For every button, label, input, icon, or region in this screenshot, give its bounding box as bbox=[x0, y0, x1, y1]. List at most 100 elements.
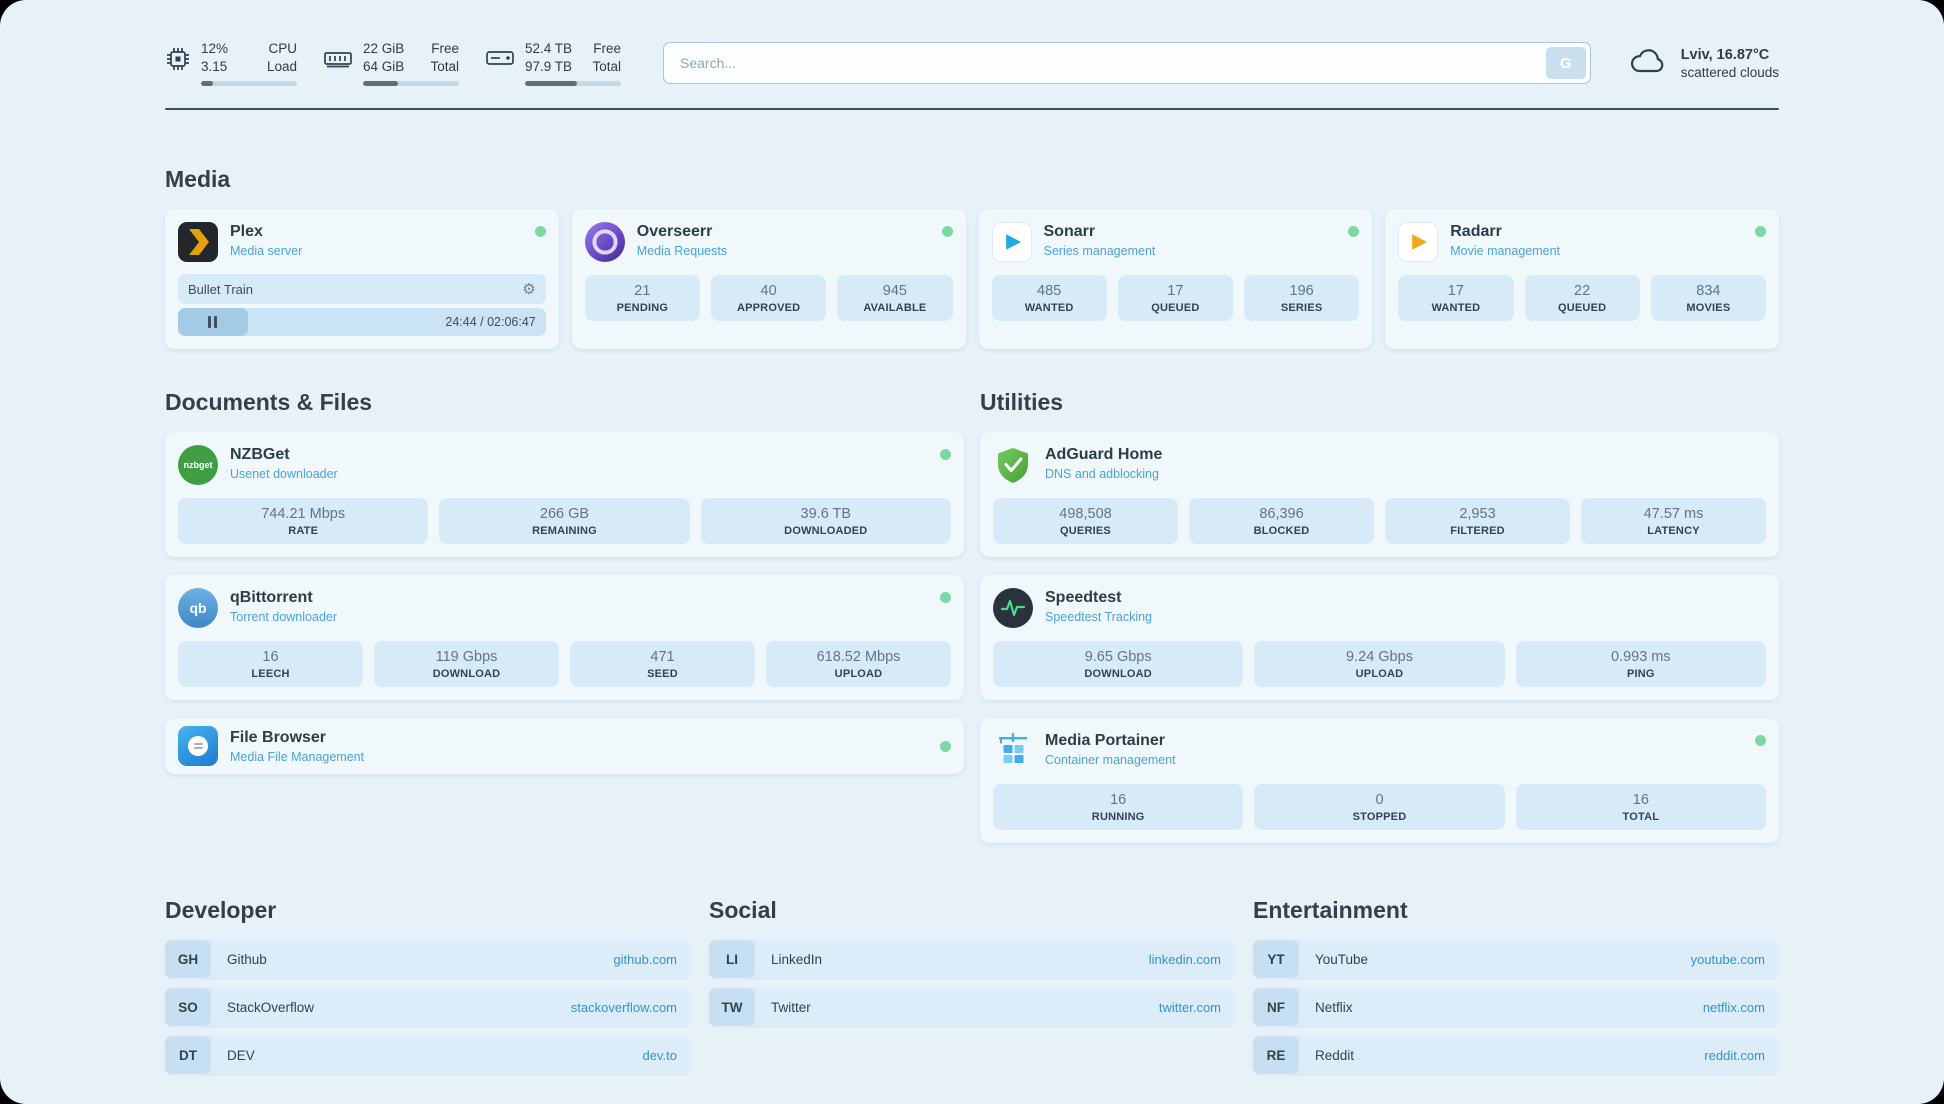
stat-value: 744.21 Mbps bbox=[261, 506, 346, 523]
status-dot bbox=[1755, 226, 1766, 238]
disk-progress-bar bbox=[525, 81, 621, 87]
service-subtitle: Usenet downloader bbox=[230, 467, 338, 482]
link-row-stackoverflow[interactable]: SO StackOverflow stackoverflow.com bbox=[165, 988, 691, 1027]
top-bar: 12% CPU 3.15 Load 22 GiB Free 64 GiB Total bbox=[165, 40, 1779, 87]
pause-icon[interactable] bbox=[208, 316, 218, 329]
link-row-linkedin[interactable]: LI LinkedIn linkedin.com bbox=[709, 940, 1235, 979]
qbittorrent-card[interactable]: qb qBittorrent Torrent downloader 16 LEEC… bbox=[165, 575, 964, 701]
stat-value: 2,953 bbox=[1459, 506, 1496, 523]
service-title: NZBGet bbox=[230, 446, 290, 464]
playback-progress-bar[interactable]: 24:44 / 02:06:47 bbox=[178, 308, 546, 337]
service-subtitle: Media Requests bbox=[636, 244, 728, 259]
link-abbr: YT bbox=[1253, 940, 1299, 979]
google-search-button[interactable]: G bbox=[1545, 47, 1586, 80]
link-url[interactable]: reddit.com bbox=[1704, 1047, 1765, 1063]
stat-value: 485 bbox=[1037, 283, 1062, 300]
stat-box: 16 LEECH bbox=[178, 641, 363, 688]
disk-icon bbox=[485, 46, 515, 77]
media-section: Media Plex Media server bbox=[165, 166, 1779, 350]
status-dot bbox=[940, 449, 951, 461]
radarr-card[interactable]: Radarr Movie management 17 WANTED 22 QUEUE… bbox=[1385, 209, 1779, 350]
link-url[interactable]: github.com bbox=[613, 951, 677, 967]
link-url[interactable]: stackoverflow.com bbox=[570, 999, 677, 1015]
sonarr-card[interactable]: Sonarr Series management 485 WANTED 17 QUE… bbox=[978, 209, 1373, 350]
service-title: Plex bbox=[230, 223, 263, 241]
nzbget-card[interactable]: nzbget NZBGet Usenet downloader 744.21 M… bbox=[165, 432, 964, 558]
stat-value: 471 bbox=[650, 649, 675, 666]
service-subtitle: Container management bbox=[1045, 753, 1176, 768]
stat-label: MOVIES bbox=[1686, 302, 1731, 315]
link-row-twitter[interactable]: TW Twitter twitter.com bbox=[709, 988, 1235, 1027]
radarr-icon bbox=[1398, 222, 1439, 263]
stat-label: STOPPED bbox=[1352, 811, 1407, 824]
stat-box: 40 APPROVED bbox=[711, 275, 827, 322]
adguard-card[interactable]: AdGuard Home DNS and adblocking 498,508 Q… bbox=[980, 432, 1779, 558]
stat-box: 196 SERIES bbox=[1244, 275, 1360, 322]
stat-label: PENDING bbox=[616, 302, 669, 315]
filebrowser-card[interactable]: File Browser Media File Management bbox=[165, 718, 964, 775]
stat-box: 945 AVAILABLE bbox=[837, 275, 953, 322]
link-url[interactable]: twitter.com bbox=[1158, 999, 1221, 1015]
link-name: Github bbox=[227, 951, 267, 967]
disk-total: 97.9 TB bbox=[525, 59, 573, 75]
cpu-progress-bar bbox=[201, 81, 297, 87]
disk-progress-fill bbox=[525, 81, 577, 87]
sonarr-icon bbox=[991, 222, 1032, 263]
link-abbr: LI bbox=[709, 940, 755, 979]
nzbget-icon: nzbget bbox=[178, 445, 218, 486]
section-title-utilities: Utilities bbox=[980, 389, 1064, 416]
service-title: Overseerr bbox=[636, 223, 713, 241]
stat-label: DOWNLOADED bbox=[784, 525, 868, 538]
stat-value: 16 bbox=[262, 649, 279, 666]
weather-location: Lviv, 16.87°C bbox=[1680, 46, 1770, 63]
disk-free: 52.4 TB bbox=[525, 41, 573, 56]
link-row-reddit[interactable]: RE Reddit reddit.com bbox=[1253, 1036, 1779, 1075]
stat-label: LATENCY bbox=[1647, 525, 1700, 538]
status-dot bbox=[1348, 226, 1360, 238]
cpu-label-1: CPU bbox=[268, 41, 297, 56]
service-subtitle: Movie management bbox=[1450, 244, 1561, 259]
nzbget-icon-text: nzbget bbox=[183, 460, 213, 471]
link-url[interactable]: netflix.com bbox=[1702, 999, 1765, 1015]
search-input[interactable] bbox=[663, 42, 1591, 85]
search-bar: G bbox=[663, 42, 1591, 85]
service-subtitle: Speedtest Tracking bbox=[1045, 610, 1153, 625]
playback-progress-fill bbox=[178, 308, 248, 337]
link-abbr: DT bbox=[165, 1036, 211, 1075]
service-subtitle: DNS and adblocking bbox=[1045, 467, 1159, 482]
stat-box: 266 GB REMAINING bbox=[439, 498, 690, 545]
link-url[interactable]: dev.to bbox=[642, 1047, 677, 1063]
stat-label: TOTAL bbox=[1622, 811, 1660, 824]
stat-box: 22 QUEUED bbox=[1524, 275, 1640, 322]
playback-time: 24:44 / 02:06:47 bbox=[445, 315, 536, 330]
stat-value: 0.993 ms bbox=[1610, 649, 1671, 666]
header-divider bbox=[165, 108, 1779, 111]
link-row-dev[interactable]: DT DEV dev.to bbox=[165, 1036, 691, 1075]
section-title-entertainment: Entertainment bbox=[1253, 897, 1408, 924]
stat-label: WANTED bbox=[1431, 302, 1481, 315]
stat-value: 119 Gbps bbox=[435, 649, 498, 666]
portainer-card[interactable]: Media Portainer Container management 16 R… bbox=[980, 718, 1779, 844]
stat-label: PING bbox=[1626, 668, 1655, 681]
stat-value: 0 bbox=[1375, 792, 1384, 809]
link-row-github[interactable]: GH Github github.com bbox=[165, 940, 691, 979]
link-row-netflix[interactable]: NF Netflix netflix.com bbox=[1253, 988, 1779, 1027]
stat-label: SEED bbox=[647, 668, 678, 681]
stat-value: 39.6 TB bbox=[800, 506, 852, 523]
link-url[interactable]: youtube.com bbox=[1690, 951, 1765, 967]
stat-box: 471 SEED bbox=[570, 641, 755, 688]
overseerr-card[interactable]: Overseerr Media Requests 21 PENDING 40 APP… bbox=[571, 209, 966, 350]
link-row-youtube[interactable]: YT YouTube youtube.com bbox=[1253, 940, 1779, 979]
speedtest-card[interactable]: Speedtest Speedtest Tracking 9.65 Gbps DO… bbox=[980, 575, 1779, 701]
documents-section: Documents & Files nzbget NZBGet Usenet d… bbox=[165, 389, 964, 843]
plex-card[interactable]: Plex Media server Bullet Train ⚙ bbox=[165, 209, 559, 350]
stat-value: 945 bbox=[882, 283, 907, 300]
link-name: Netflix bbox=[1315, 999, 1353, 1015]
link-abbr: SO bbox=[165, 988, 211, 1027]
gear-icon[interactable]: ⚙ bbox=[522, 280, 536, 298]
disk-label-2: Total bbox=[592, 59, 621, 75]
section-title-media: Media bbox=[165, 166, 231, 193]
link-url[interactable]: linkedin.com bbox=[1148, 951, 1221, 967]
status-dot bbox=[940, 592, 951, 604]
